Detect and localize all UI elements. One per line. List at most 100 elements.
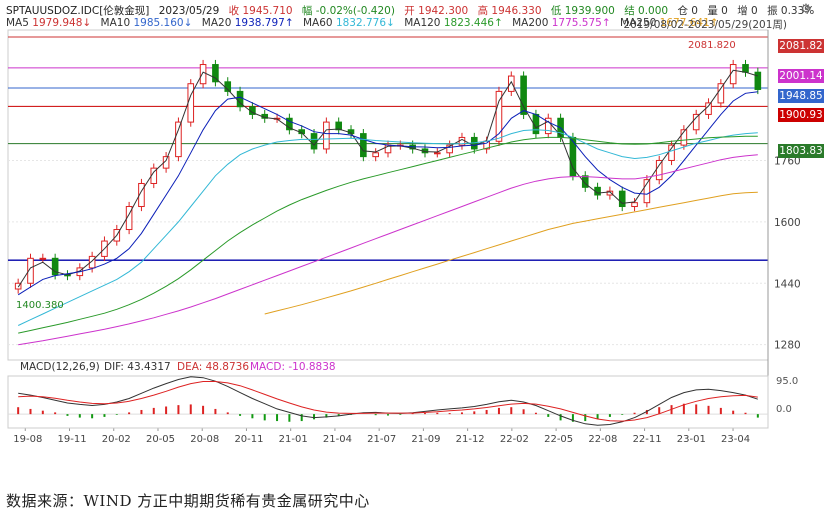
ma-legend-item: MA20 1938.797↑ bbox=[201, 17, 294, 29]
price-box-support: 1803.83 bbox=[778, 144, 824, 158]
candle-body bbox=[138, 182, 145, 208]
close-label: 收 1945.710 bbox=[228, 5, 293, 17]
candle-body bbox=[729, 64, 737, 85]
x-tick-label: 21-01 bbox=[279, 434, 308, 445]
macd-frame bbox=[7, 375, 769, 429]
candle-body bbox=[581, 175, 589, 188]
candle-body bbox=[372, 152, 379, 158]
x-tick-label: 23-01 bbox=[677, 434, 706, 445]
x-tick-label: 19-11 bbox=[58, 434, 87, 445]
x-tick-label: 22-08 bbox=[588, 434, 617, 445]
candle-body bbox=[680, 129, 688, 146]
y-tick-label: 1440 bbox=[774, 278, 801, 290]
macd-value-label: MACD: -10.8838 bbox=[250, 361, 336, 373]
x-tick-label: 20-02 bbox=[102, 434, 131, 445]
ma-line-ma60 bbox=[17, 129, 758, 326]
candle-body bbox=[618, 190, 626, 208]
candle-body bbox=[754, 71, 762, 90]
candle-body bbox=[446, 144, 453, 154]
x-tick-label: 19-08 bbox=[13, 434, 42, 445]
ma-legend-item: MA200 1775.575↑ bbox=[512, 17, 611, 29]
candle-body bbox=[692, 113, 700, 131]
candle-body bbox=[14, 282, 22, 290]
plot-frame bbox=[7, 29, 769, 361]
x-tick-label: 21-04 bbox=[323, 434, 352, 445]
symbol-label: SPTAUUSDOZ.IDC[伦敦金现] bbox=[6, 5, 150, 17]
data-source-footer: 数据来源：WIND 方正中期期货稀有贵金属研究中心 bbox=[6, 492, 370, 510]
x-tick-label: 21-09 bbox=[411, 434, 440, 445]
macd-dea-line bbox=[18, 381, 758, 422]
ma-legend-item: MA10 1985.160↓ bbox=[100, 17, 193, 29]
candle-body bbox=[606, 190, 614, 196]
candle-body bbox=[335, 121, 342, 131]
candle-body bbox=[434, 152, 441, 155]
candle-body bbox=[360, 133, 367, 158]
candle-body bbox=[544, 117, 552, 135]
grid bbox=[7, 29, 769, 361]
y-tick-label: 1760 bbox=[774, 155, 801, 167]
horizontal-lines bbox=[8, 36, 768, 261]
y-tick-label: 1280 bbox=[774, 340, 801, 352]
candle-body bbox=[236, 90, 244, 108]
candle-body bbox=[162, 156, 170, 169]
ma-line-ma250 bbox=[264, 191, 758, 315]
low-marker-label: 1400.380 bbox=[16, 300, 64, 311]
candle-body bbox=[323, 121, 330, 150]
oi-label: 仓 0 bbox=[677, 5, 698, 17]
ma-legend-item: MA120 1823.446↑ bbox=[404, 17, 503, 29]
candle-body bbox=[175, 121, 182, 158]
ma-line-ma20 bbox=[17, 91, 758, 296]
ma-line-ma120 bbox=[18, 135, 758, 334]
macd-dea-label: DEA: 48.8736 bbox=[177, 361, 249, 373]
candle-body bbox=[199, 64, 207, 85]
price-box-high: 2081.82 bbox=[778, 39, 824, 53]
candle-body bbox=[286, 117, 293, 131]
price-box-ma: 2001.14 bbox=[778, 69, 824, 83]
low-label: 低 1939.900 bbox=[550, 5, 615, 17]
candle-body bbox=[212, 64, 219, 83]
macd-tick-high: 95.0 bbox=[776, 376, 798, 387]
x-tick-label: 21-12 bbox=[456, 434, 485, 445]
price-box-last: 1948.85 bbox=[778, 89, 824, 103]
high-label: 高 1946.330 bbox=[477, 5, 542, 17]
ma-line-ma5 bbox=[17, 69, 758, 288]
candle-body bbox=[717, 83, 725, 104]
x-tick-label: 23-04 bbox=[721, 434, 750, 445]
x-tick-label: 22-05 bbox=[544, 434, 573, 445]
date-label: 2023/05/29 bbox=[158, 5, 220, 17]
ma-legend: MA5 1979.948↓ MA10 1985.160↓ MA20 1938.7… bbox=[6, 17, 725, 29]
axes: 1280 1440 1600 1760 19-08 19-11 20-02 20-05 20-0… bbox=[13, 30, 801, 445]
candle-body bbox=[742, 64, 749, 73]
macd-dif-label: DIF: 43.4317 bbox=[104, 361, 171, 373]
quote-header: SPTAUUSDOZ.IDC[伦敦金现] 2023/05/29 收 1945.7… bbox=[6, 3, 820, 18]
ma-line-ma200 bbox=[18, 154, 758, 346]
ma-legend-item: MA250 1677.641↑ bbox=[620, 17, 719, 29]
candle-body bbox=[51, 257, 59, 276]
moving-averages bbox=[17, 69, 758, 346]
candle-body bbox=[187, 83, 195, 123]
gear-icon[interactable]: ⚙ bbox=[800, 2, 812, 17]
candles bbox=[14, 59, 762, 294]
x-tick-label: 20-05 bbox=[146, 434, 175, 445]
x-tick-label: 20-11 bbox=[234, 434, 263, 445]
x-tick-label: 20-08 bbox=[190, 434, 219, 445]
volume-label: 量 0 bbox=[707, 5, 728, 17]
candle-body bbox=[643, 179, 651, 204]
y-tick-label: 1600 bbox=[774, 217, 801, 229]
macd-panel bbox=[7, 375, 769, 429]
candle-body bbox=[655, 159, 663, 181]
candle-body bbox=[310, 133, 318, 150]
high-marker-label: 2081.820 bbox=[688, 40, 736, 51]
zhang-label: 增 0 bbox=[737, 5, 758, 17]
candle-body bbox=[705, 102, 712, 115]
candle-body bbox=[495, 90, 503, 142]
settle-label: 结 0.000 bbox=[624, 5, 669, 17]
amplitude-label: 振 0.33% bbox=[767, 5, 815, 17]
macd-tick-zero: 0.0 bbox=[776, 404, 792, 415]
candle-body bbox=[520, 75, 527, 115]
candle-body bbox=[27, 257, 34, 284]
ma-legend-item: MA5 1979.948↓ bbox=[6, 17, 92, 29]
candle-body bbox=[631, 202, 638, 208]
